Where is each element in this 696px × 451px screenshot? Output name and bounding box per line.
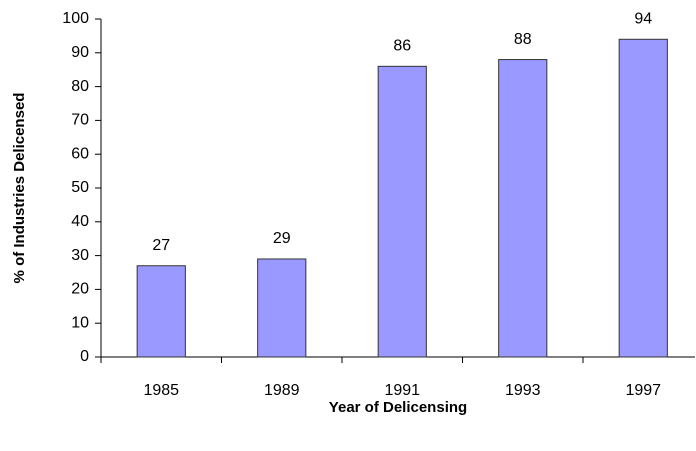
y-tick-label: 50 <box>71 179 89 196</box>
y-tick-label: 30 <box>71 247 89 264</box>
data-label: 29 <box>273 230 291 247</box>
y-tick-label: 10 <box>71 314 89 331</box>
bar <box>377 65 427 358</box>
x-axis-title: Year of Delicensing <box>329 399 467 416</box>
y-tick-label: 90 <box>71 44 89 61</box>
x-tick-label: 1989 <box>264 382 300 399</box>
x-tick-label: 1997 <box>625 382 661 399</box>
bar <box>136 265 186 358</box>
y-tick-label: 100 <box>62 10 89 27</box>
data-label: 94 <box>634 10 652 27</box>
bar <box>257 258 307 358</box>
data-label: 86 <box>393 38 411 55</box>
x-tick-label: 1985 <box>143 382 179 399</box>
data-label: 88 <box>514 31 532 48</box>
bar <box>618 38 668 358</box>
y-tick-label: 20 <box>71 281 89 298</box>
x-tick-label: 1993 <box>505 382 541 399</box>
data-label: 27 <box>152 237 170 254</box>
y-tick-label: 0 <box>80 348 89 365</box>
x-tick-label: 1991 <box>384 382 420 399</box>
y-tick-label: 40 <box>71 213 89 230</box>
y-tick-label: 80 <box>71 78 89 95</box>
y-tick-label: 60 <box>71 145 89 162</box>
bar <box>498 59 548 358</box>
y-tick-label: 70 <box>71 112 89 129</box>
y-axis-title: % of Industries Delicensed <box>11 93 28 284</box>
